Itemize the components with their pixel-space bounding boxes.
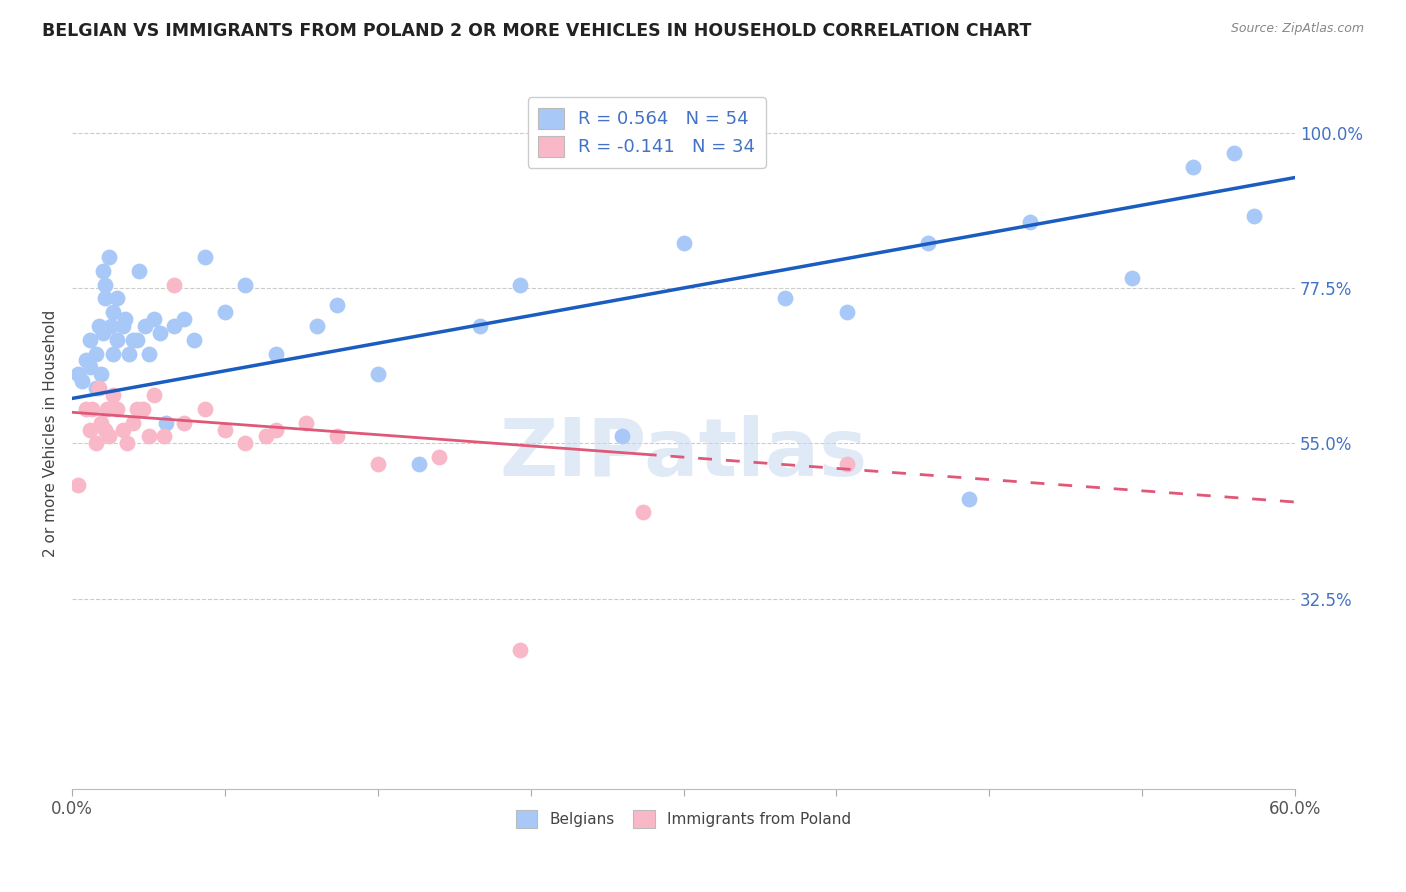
Point (67, 368, 90, 382)
Point (105, 291, 128, 305)
Point (97, 250, 120, 264)
Point (163, 318, 186, 333)
Point (1121, 270, 1143, 285)
Point (122, 333, 145, 347)
Point (155, 416, 177, 430)
Point (254, 429, 277, 443)
Point (132, 401, 155, 416)
Point (93, 423, 115, 437)
Text: ZIPatlas: ZIPatlas (499, 416, 868, 493)
Point (233, 436, 256, 450)
Point (509, 277, 531, 292)
Text: Source: ZipAtlas.com: Source: ZipAtlas.com (1230, 22, 1364, 36)
Point (1223, 146, 1246, 161)
Point (367, 457, 389, 471)
Point (138, 429, 160, 443)
Point (408, 457, 430, 471)
Point (100, 318, 122, 333)
Point (67, 477, 90, 491)
Point (93, 277, 115, 292)
Point (193, 250, 215, 264)
Point (183, 333, 205, 347)
Point (142, 312, 165, 326)
Point (835, 457, 858, 471)
Point (118, 346, 141, 360)
Point (87, 318, 110, 333)
Point (1182, 160, 1205, 174)
Point (122, 416, 145, 430)
Point (264, 423, 287, 437)
Point (1243, 209, 1265, 223)
Point (101, 388, 124, 402)
Point (775, 291, 797, 305)
Point (91, 264, 114, 278)
Point (917, 236, 939, 251)
Point (90, 368, 112, 382)
Point (115, 436, 138, 450)
Point (367, 368, 389, 382)
Y-axis label: 2 or more Vehicles in Household: 2 or more Vehicles in Household (44, 310, 58, 557)
Point (214, 305, 236, 319)
Point (173, 416, 195, 430)
Point (79, 333, 101, 347)
Point (75, 401, 97, 416)
Point (326, 429, 349, 443)
Point (149, 326, 172, 340)
Point (90, 416, 112, 430)
Point (326, 298, 349, 312)
Point (93, 291, 115, 305)
Point (114, 312, 136, 326)
Point (233, 277, 256, 292)
Point (105, 333, 128, 347)
Point (96, 401, 118, 416)
Point (672, 236, 695, 251)
Point (82, 401, 104, 416)
Point (295, 416, 318, 430)
Point (87, 381, 110, 395)
Point (214, 423, 236, 437)
Point (70, 374, 93, 388)
Point (163, 277, 186, 292)
Point (86, 381, 108, 395)
Point (101, 346, 124, 360)
Point (631, 505, 654, 519)
Point (86, 346, 108, 360)
Point (305, 318, 328, 333)
Point (75, 353, 97, 368)
Point (1019, 215, 1042, 229)
Legend: Belgians, Immigrants from Poland: Belgians, Immigrants from Poland (510, 805, 858, 834)
Point (111, 423, 134, 437)
Point (128, 264, 150, 278)
Point (86, 436, 108, 450)
Point (127, 333, 149, 347)
Point (101, 305, 124, 319)
Point (97, 429, 120, 443)
Point (127, 401, 149, 416)
Point (193, 401, 215, 416)
Point (612, 429, 634, 443)
Point (152, 429, 174, 443)
Point (509, 643, 531, 657)
Point (427, 450, 450, 464)
Point (173, 312, 195, 326)
Point (468, 318, 491, 333)
Point (138, 346, 160, 360)
Point (134, 318, 156, 333)
Point (142, 388, 165, 402)
Point (957, 491, 980, 506)
Point (105, 401, 128, 416)
Text: BELGIAN VS IMMIGRANTS FROM POLAND 2 OR MORE VEHICLES IN HOUSEHOLD CORRELATION CH: BELGIAN VS IMMIGRANTS FROM POLAND 2 OR M… (42, 22, 1032, 40)
Point (264, 346, 287, 360)
Point (91, 326, 114, 340)
Point (111, 318, 134, 333)
Point (79, 423, 101, 437)
Point (835, 305, 858, 319)
Point (79, 360, 101, 375)
